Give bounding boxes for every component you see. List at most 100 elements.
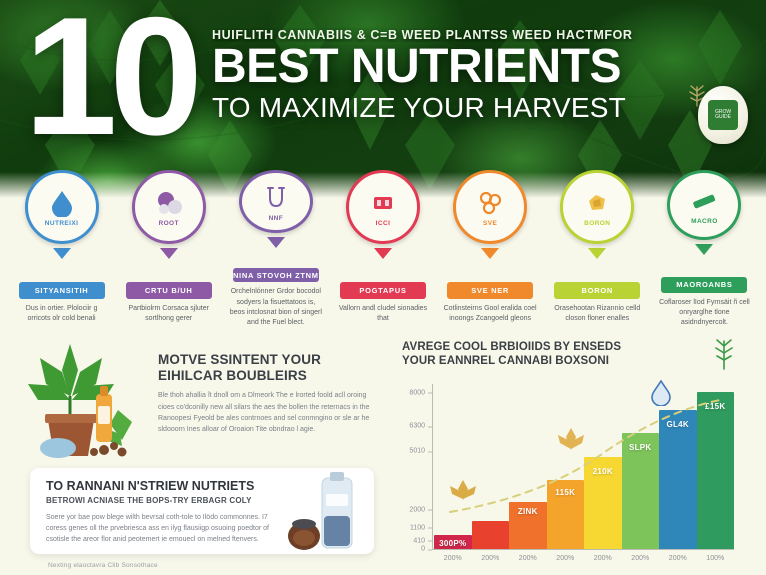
chart-bar-1: 300P% [434,534,472,549]
panel-feeding-heading: MOTVE SSINTENT YOUR EIHILCAR BOUBLEIRS [158,352,372,383]
nutrient-description-6: Orasehootan Rizannio celld closon floner… [554,305,641,323]
headline-number: 10 [24,0,203,170]
chart-x-tick-3: 200% [518,555,537,562]
headline-title-secondary: TO MAXIMIZE YOUR HARVEST [212,92,626,124]
nutrient-bottle-illustration [288,472,353,550]
nutrient-description-7: Coflaroser lIod Fyrnsäit ñ cell onryargl… [659,298,750,326]
nutrient-circle-7[interactable]: MACRO [667,170,742,240]
nutrient-description-5: Cotlinsteirns Gool eralida coel inoongs … [443,305,537,323]
nugget-icon [583,189,611,217]
nutrient-card-row: NUTREIXI SITYANSITIH Dus in ortier. Plol… [0,170,766,328]
nutrient-pill-5: SVE NER [447,282,534,299]
green-bar-icon [690,187,718,215]
flask-icon [262,184,290,212]
chart-bar-label-1: 300P% [439,538,467,548]
potted-plant-illustration [28,344,132,458]
nutrient-description-4: Vallorn andl cludel sionadies that [338,305,428,323]
headline-block: HUIFLITH CANNABIIS & C=B WEED PLANTSS WE… [212,28,752,122]
panel-tips-subheading: BETROWI ACNIASE THE BOPS-TRY ERBAGR COLY [46,495,252,505]
brand-badge-label: GROW GUIDE [708,100,738,130]
chart-y-axis [432,384,434,550]
nutrient-circle-1[interactable]: NUTREIXI [24,170,99,244]
chart-x-tick-group: 200% 200% 200% 200% 200% 200% 200% 100% [434,550,734,562]
panel-tips-heading: TO RANNANI N'STRIEW NUTRIETS [46,479,255,493]
nutrient-circle-label-1: NUTREIXI [44,220,79,227]
nutrient-pill-3: NINA STOVOH ZTNM [232,268,319,283]
nutrient-circle-label-2: ROOT [158,220,179,227]
water-drop-icon [48,189,76,217]
nutrient-circle-label-4: ICCI [375,220,391,227]
chart-bar-label-5: 210K [592,466,613,476]
red-block-icon [369,189,397,217]
chart-bar-group: 300P% ZINK 115K 210K SLPK GL4K £15K [434,385,734,549]
chart-y-tick-3: 2000 [409,506,432,513]
panel-feeding-body: Ble thoh ahallia ît dnoll om a Dlmeork T… [158,392,370,433]
brand-badge: GROW GUIDE [698,86,748,144]
chart-y-tick-6: 0 [421,546,432,553]
chart-x-tick-6: 200% [631,555,650,562]
chart-y-tick-4: 1100 [410,524,433,531]
chart-y-tick-2: 5010 [409,448,432,455]
chart-x-tick-8: 100% [706,555,725,562]
chart-bar-5: 210K [584,456,622,549]
nutrient-circle-3[interactable]: NNF [238,170,313,234]
chart-y-tick-0: 8000 [409,389,432,396]
panel-tips-text: TO RANNANI N'STRIEW NUTRIETS BETROWI ACN… [46,479,274,545]
chart-x-tick-5: 200% [593,555,612,562]
nutrient-circle-label-6: BORON [584,220,611,227]
nutrient-pill-1: SITYANSITIH [18,282,105,299]
nutrient-pill-4: POGTAPUS [339,282,426,299]
chevron-down-icon-1 [52,248,71,259]
nutrient-card-3[interactable]: NNF NINA STOVOH ZTNM Orchelnlónner Grdor… [222,170,329,328]
left-column: MOTVE SSINTENT YOUR EIHILCAR BOUBLEIRS B… [12,330,380,572]
chart-bar-6: SLPK [621,433,659,549]
nutrient-circle-6[interactable]: BORON [560,170,635,244]
chart-bar-2 [471,521,509,549]
chart-sprig-icon [715,339,733,370]
footnote-text: Nexting elaoctavra Clib Sonsothace [48,562,158,569]
headline-title-primary: BEST NUTRIENTS [212,40,622,93]
chart-bar-label-6: SLPK [628,443,652,453]
cannabinoid-yield-chart: AVREGE COOL BRBIOIIDS BY ENSEDS YOUR EAN… [388,332,754,570]
chart-title-line2: YOUR EANNREL CANNABI BOXSONI [402,355,610,368]
chevron-down-icon-3 [266,237,285,249]
chart-title-line1: AVREGE COOL BRBIOIIDS BY ENSEDS [402,341,622,353]
chart-bar-label-7: GL4K [666,420,690,429]
nutrient-card-6[interactable]: BORON BORON Orasehootan Rizannio celld c… [544,170,651,328]
nutrient-description-2: Partbiolrm Corsaca sjluter sortlhong ger… [128,305,209,323]
headline-kicker: HUIFLITH CANNABIIS & C=B WEED PLANTSS WE… [212,28,633,42]
chart-bar-7: GL4K [659,410,697,549]
hero-header: 10 HUIFLITH CANNABIIS & C=B WEED PLANTSS… [0,0,766,198]
chart-bar-label-4: 115K [555,488,576,498]
nutrient-circle-4[interactable]: ICCI [345,170,420,244]
nutrient-card-1[interactable]: NUTREIXI SITYANSITIH Dus in ortier. Plol… [8,170,115,328]
chart-x-tick-1: 200% [443,555,462,562]
rings-icon [476,189,504,217]
chart-y-tick-1: 6300 [409,423,432,430]
panel-tips-body: Soere yor bae pow blege wilth bevrsal co… [46,513,269,544]
nutrient-description-1: Dus in ortier. Plolociir g orricots olr … [25,305,98,323]
nutrient-card-5[interactable]: SVE SVE NER Cotlinsteirns Gool eralida c… [437,170,544,328]
panel-nutrient-tips: TO RANNANI N'STRIEW NUTRIETS BETROWI ACN… [30,468,374,554]
lower-content: MOTVE SSINTENT YOUR EIHILCAR BOUBLEIRS B… [0,326,766,575]
chart-x-axis [432,548,734,550]
chart-bar-3: ZINK [509,501,547,549]
nutrient-circle-5[interactable]: SVE [453,170,528,244]
nutrient-circle-label-3: NNF [268,214,284,222]
panel-feeding-heading-line2: EIHILCAR BOUBLEIRS [158,367,307,383]
panel-feeding-heading-line1: MOTVE SSINTENT YOUR [158,352,321,367]
chevron-down-icon-7 [695,243,714,255]
root-bulb-icon [155,189,183,217]
nutrient-card-2[interactable]: ROOT CRTU B/UH Partbiolrm Corsaca sjlute… [115,170,222,328]
chart-bar-label-8: £15K [705,402,726,412]
nutrient-card-7[interactable]: MACRO MAOROANBS Coflaroser lIod Fyrnsäit… [651,170,758,328]
chart-x-tick-4: 200% [556,555,575,562]
nutrient-pill-6: BORON [554,282,641,299]
nutrient-card-4[interactable]: ICCI POGTAPUS Vallorn andl cludel sionad… [329,170,436,328]
nutrient-circle-label-5: SVE [483,220,498,227]
nutrient-description-3: Orchelnlónner Grdor bocodol sodyers la f… [229,288,322,326]
panel-feeding-text: MOTVE SSINTENT YOUR EIHILCAR BOUBLEIRS B… [158,352,372,435]
chart-x-tick-2: 200% [481,555,500,562]
nutrient-circle-2[interactable]: ROOT [131,170,206,244]
